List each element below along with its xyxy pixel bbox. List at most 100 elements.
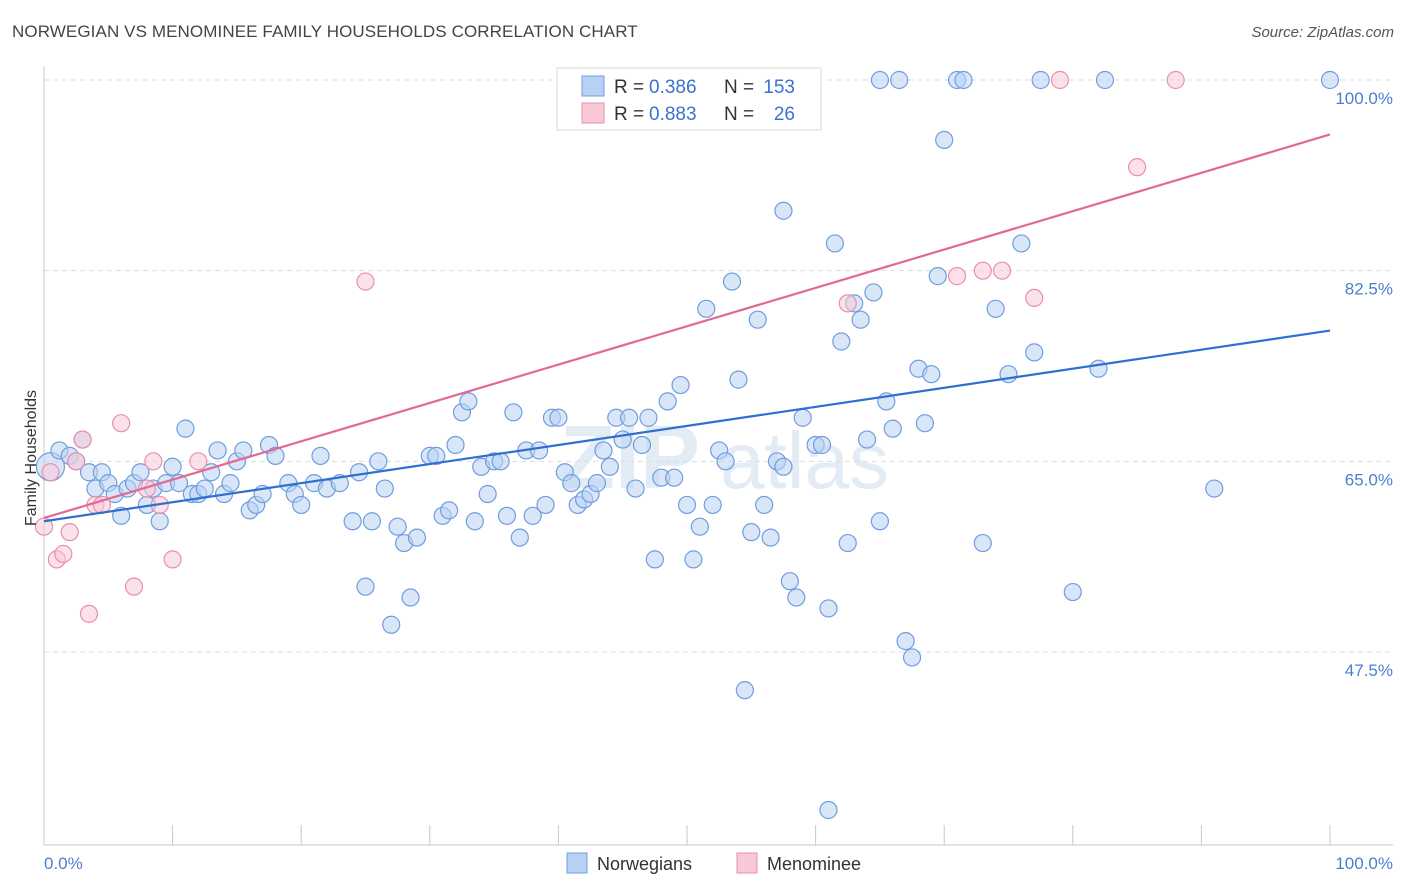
point-norwegians [690,517,709,536]
point-norwegians [812,435,832,455]
y-tick-labels: 100.0% 82.5% 65.0% 47.5% [1335,89,1393,680]
point-norwegians [620,408,639,427]
point-norwegians [407,528,427,547]
point-norwegians [311,446,330,465]
point-norwegians [112,506,131,525]
point-norwegians [131,463,150,482]
point-menominee [144,452,163,471]
trend-line-norwegians [43,329,1331,523]
point-norwegians [382,615,401,634]
point-norwegians [857,430,877,449]
point-norwegians [150,512,169,531]
point-norwegians [388,517,407,536]
trend-lines [43,133,1331,523]
point-norwegians [697,299,716,318]
legend-swatch-norwegians [566,852,588,874]
series-menominee-points [34,70,1185,623]
point-norwegians [902,648,922,667]
point-norwegians [819,800,838,820]
point-norwegians [870,512,890,531]
point-norwegians [1031,70,1050,90]
point-norwegians [748,310,767,329]
point-norwegians [832,332,851,351]
point-norwegians [954,70,973,90]
point-menominee [67,452,86,471]
point-norwegians [639,408,658,427]
stats-n-menominee: 26 [774,104,795,125]
point-norwegians [780,572,799,591]
point-norwegians [729,370,748,389]
point-norwegians [459,392,478,411]
legend-label-norwegians: Norwegians [597,854,692,874]
point-norwegians [677,495,697,515]
y-tick-label: 47.5% [1345,661,1393,680]
stats-n-norwegians: 153 [763,77,795,98]
stats-r-menominee: 0.883 [649,104,697,125]
stats-swatch-norwegians [581,75,605,97]
point-menominee [124,577,144,596]
source-credit: Source: ZipAtlas.com [1251,24,1394,41]
point-norwegians [195,479,214,498]
point-norwegians [369,452,388,471]
point-norwegians [755,495,774,515]
stats-n-label-norwegians: N = [724,77,754,98]
point-norwegians [266,446,285,465]
point-norwegians [1025,343,1044,362]
point-norwegians [787,588,806,607]
watermark-atlas: atlas [720,416,889,505]
point-norwegians [645,550,664,569]
point-menominee [189,452,208,471]
point-norwegians [928,267,947,286]
point-norwegians [716,452,735,471]
trend-line-menominee [43,133,1331,520]
point-norwegians [742,523,761,542]
point-norwegians [883,419,902,438]
point-norwegians [973,533,992,553]
point-norwegians [632,435,652,455]
chart-title: NORWEGIAN VS MENOMINEE FAMILY HOUSEHOLDS… [12,22,638,41]
y-tick-label: 100.0% [1335,89,1393,108]
stats-r-label-menominee: R = [614,104,644,125]
point-norwegians [208,441,227,460]
point-menominee [163,550,182,569]
point-menominee [112,414,131,433]
point-norwegians [1095,70,1115,90]
point-menominee [992,261,1012,280]
point-norwegians [626,479,645,498]
point-norwegians [870,70,890,90]
point-menominee [356,272,375,291]
point-norwegians [774,201,793,220]
point-norwegians [896,632,915,651]
point-norwegians [838,533,857,553]
point-norwegians [658,392,677,411]
point-menominee [41,463,60,482]
legend-swatch-menominee [736,852,758,874]
point-norwegians [793,408,812,427]
point-norwegians [375,479,394,498]
point-norwegians [819,599,838,618]
point-norwegians [446,435,465,455]
y-axis-label: Family Households [23,390,40,526]
point-norwegians [703,495,722,515]
point-norwegians [349,463,369,482]
point-norwegians [427,446,446,465]
point-menominee [34,517,54,536]
point-menominee [838,294,857,313]
point-norwegians [343,512,362,531]
point-norwegians [549,408,568,427]
point-norwegians [851,310,870,329]
point-norwegians [221,474,240,493]
point-menominee [1025,288,1044,308]
point-norwegians [176,419,195,438]
point-norwegians [587,474,607,493]
point-menominee [1166,70,1185,90]
point-norwegians [594,441,613,460]
point-norwegians [1205,479,1224,498]
point-menominee [947,267,967,286]
gridlines [44,79,1393,653]
point-norwegians [864,283,883,302]
point-menominee [79,604,99,623]
stats-r-label-norwegians: R = [614,77,644,98]
x-tick-label-max: 100.0% [1335,854,1393,873]
